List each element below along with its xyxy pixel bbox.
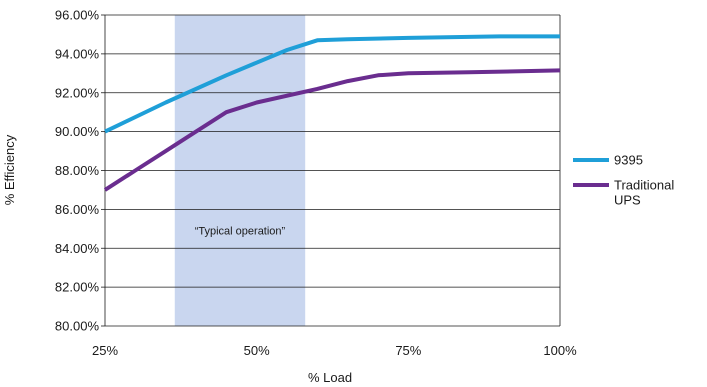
y-tick-label: 92.00% (55, 85, 100, 100)
typical-operation-label: “Typical operation” (195, 226, 286, 238)
y-tick-label: 82.00% (55, 280, 100, 295)
legend-label: 9395 (614, 153, 643, 168)
series-line-9395 (104, 34, 560, 134)
series-line-traditional-ups (103, 68, 561, 192)
legend: 9395 Traditional UPS (573, 153, 674, 208)
x-tick-label: 50% (244, 343, 270, 358)
x-tick-label: 100% (543, 343, 577, 358)
y-tick-label: 90.00% (55, 124, 100, 139)
y-axis-label: % Efficiency (2, 134, 17, 205)
x-tick-label: 25% (92, 343, 118, 358)
y-tick-label: 88.00% (55, 163, 100, 178)
y-tick-label: 84.00% (55, 241, 100, 256)
y-tick-label: 94.00% (55, 46, 100, 61)
legend-label: Traditional UPS (614, 178, 674, 208)
x-axis-label: % Load (308, 370, 352, 385)
y-tick-label: 86.00% (55, 202, 100, 217)
y-tick-label: 80.00% (55, 319, 100, 334)
y-tick-label: 96.00% (55, 8, 100, 23)
x-tick-label: 75% (395, 343, 421, 358)
